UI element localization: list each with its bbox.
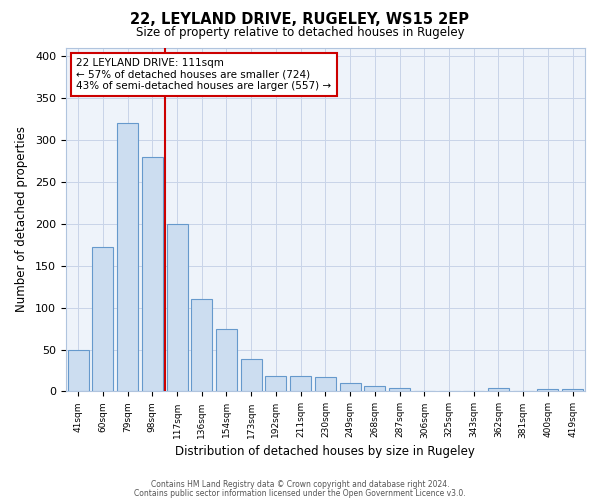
X-axis label: Distribution of detached houses by size in Rugeley: Distribution of detached houses by size … xyxy=(175,444,475,458)
Text: Size of property relative to detached houses in Rugeley: Size of property relative to detached ho… xyxy=(136,26,464,39)
Text: Contains public sector information licensed under the Open Government Licence v3: Contains public sector information licen… xyxy=(134,488,466,498)
Bar xyxy=(68,350,89,392)
Bar xyxy=(216,328,237,392)
Bar xyxy=(191,299,212,392)
Bar xyxy=(340,383,361,392)
Bar xyxy=(538,389,559,392)
Bar xyxy=(562,389,583,392)
Bar xyxy=(241,358,262,392)
Bar xyxy=(290,376,311,392)
Bar xyxy=(488,388,509,392)
Y-axis label: Number of detached properties: Number of detached properties xyxy=(15,126,28,312)
Bar xyxy=(167,224,188,392)
Text: 22 LEYLAND DRIVE: 111sqm
← 57% of detached houses are smaller (724)
43% of semi-: 22 LEYLAND DRIVE: 111sqm ← 57% of detach… xyxy=(76,58,331,91)
Bar xyxy=(92,247,113,392)
Bar xyxy=(389,388,410,392)
Bar xyxy=(265,376,286,392)
Text: 22, LEYLAND DRIVE, RUGELEY, WS15 2EP: 22, LEYLAND DRIVE, RUGELEY, WS15 2EP xyxy=(131,12,470,28)
Bar xyxy=(364,386,385,392)
Bar xyxy=(142,156,163,392)
Text: Contains HM Land Registry data © Crown copyright and database right 2024.: Contains HM Land Registry data © Crown c… xyxy=(151,480,449,489)
Bar xyxy=(117,123,138,392)
Bar xyxy=(315,377,336,392)
